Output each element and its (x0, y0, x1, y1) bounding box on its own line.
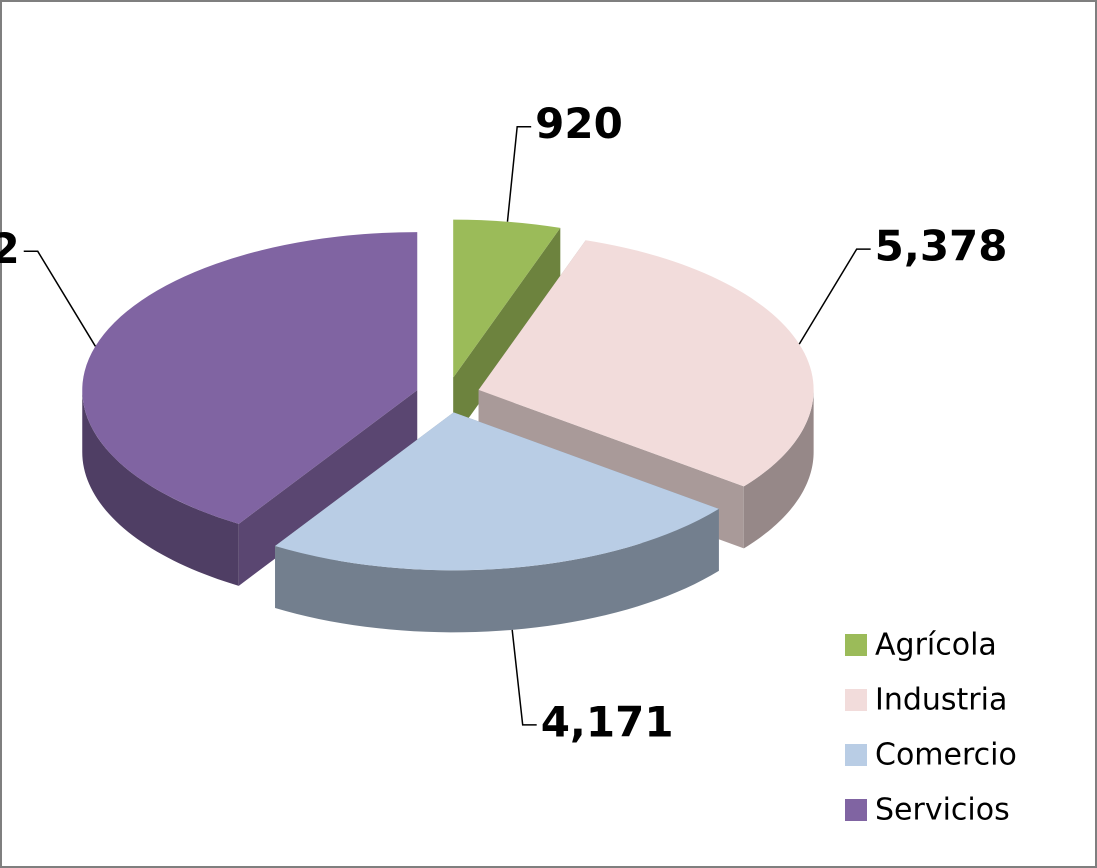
slice-top (82, 232, 418, 524)
leader-line (23, 250, 97, 347)
legend-label: Comercio (875, 738, 1017, 773)
slice-top (275, 412, 719, 571)
leader-line (506, 125, 532, 222)
slice-side (82, 390, 239, 586)
slice-top (453, 219, 561, 378)
value-label: 5,378 (875, 222, 1008, 271)
slice-side (275, 508, 719, 633)
legend-swatch (845, 634, 867, 656)
leader-line (511, 629, 537, 726)
slice (453, 219, 561, 440)
legend-label: Agrícola (875, 628, 997, 663)
leader-line (798, 248, 871, 345)
legend-label: Industria (875, 683, 1007, 718)
slice-side (238, 390, 418, 586)
legend-swatch (845, 799, 867, 821)
value-label: 4,171 (541, 697, 674, 746)
legend-swatch (845, 689, 867, 711)
value-label: 920 (535, 99, 623, 148)
legend-swatch (845, 744, 867, 766)
slice (82, 232, 418, 586)
slice (275, 412, 719, 633)
slice-side (743, 389, 814, 549)
slice-top (478, 240, 814, 487)
value-label: 7,292 (0, 224, 20, 273)
slice-side (453, 227, 561, 440)
legend-label: Servicios (875, 793, 1010, 828)
